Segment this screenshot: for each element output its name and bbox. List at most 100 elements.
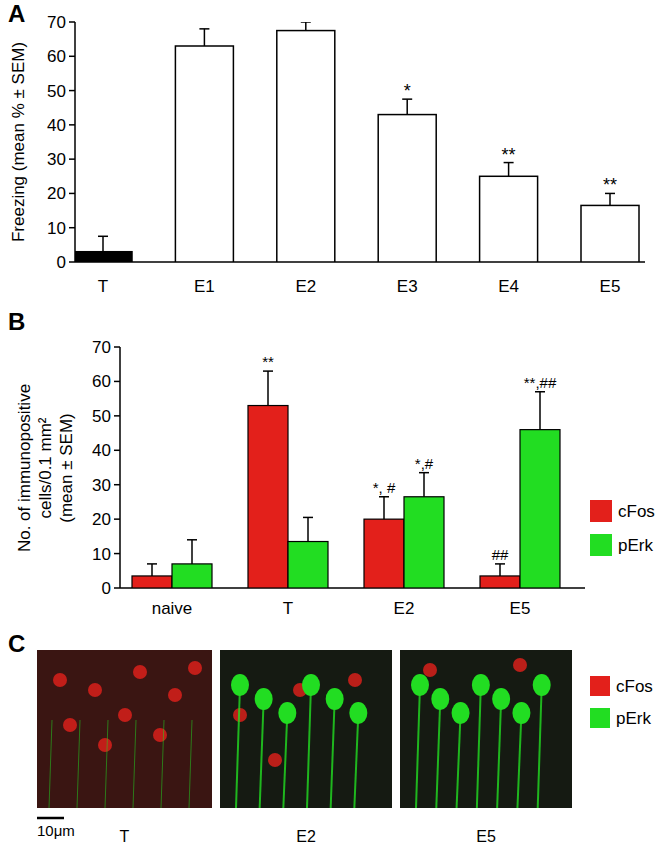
y-tick [114, 518, 120, 520]
cell [492, 688, 510, 710]
y-tick [69, 21, 75, 23]
cell [168, 688, 182, 702]
y-tick-label: 0 [102, 579, 111, 598]
error-stem [508, 163, 510, 177]
cell [63, 718, 77, 732]
y-axis [119, 347, 121, 588]
dendrite [517, 713, 521, 808]
dendrite [260, 699, 264, 808]
error-bar [495, 564, 505, 576]
cell [512, 702, 530, 724]
bar [480, 176, 538, 262]
dendrite [436, 699, 440, 808]
panel-label: B [8, 308, 25, 335]
y-tick [69, 90, 75, 92]
scale-bar [37, 817, 64, 820]
bar [364, 519, 404, 588]
cell [302, 674, 320, 696]
cell [88, 683, 102, 697]
error-bar [504, 163, 514, 177]
y-tick [114, 587, 120, 589]
dendrite [538, 685, 542, 808]
cell [349, 702, 367, 724]
error-cap [301, 22, 311, 23]
legend-swatch [590, 676, 610, 696]
error-stem [383, 497, 385, 519]
cell [472, 674, 490, 696]
legend-swatch [590, 708, 610, 728]
micrograph [37, 650, 212, 808]
error-stem [406, 99, 408, 114]
dendrite [354, 713, 358, 808]
dendrite [331, 699, 335, 808]
error-cap [199, 28, 209, 30]
x-tick-label: E2 [295, 277, 316, 296]
error-bar [147, 564, 157, 576]
y-tick [114, 381, 120, 383]
x-tick-label: T [283, 599, 293, 618]
error-bar [263, 371, 273, 405]
legend-label: pErk [618, 536, 653, 555]
dendrite [161, 720, 164, 808]
bar [288, 542, 328, 588]
legend-item: pErk [590, 708, 651, 728]
legend-item: cFos [590, 676, 653, 696]
significance: *, # [373, 479, 396, 496]
error-bar [379, 497, 389, 519]
bar [277, 31, 335, 262]
cell [423, 663, 437, 677]
legend-item: pErk [590, 534, 653, 556]
x-axis [75, 261, 645, 263]
y-tick [69, 124, 75, 126]
y-tick-label: 30 [92, 476, 111, 495]
cell [188, 661, 202, 675]
bar [132, 576, 172, 588]
y-tick [69, 158, 75, 160]
cell [98, 738, 112, 752]
x-tick-label: E4 [498, 277, 519, 296]
legend-label: pErk [616, 709, 651, 728]
cell [53, 673, 67, 687]
x-tick-label: E5 [600, 277, 621, 296]
x-tick-label: T [98, 277, 108, 296]
micrograph [400, 650, 572, 808]
dendrite [77, 720, 80, 808]
x-tick-label: E3 [397, 277, 418, 296]
y-tick-label: 0 [57, 253, 66, 272]
cell [533, 674, 551, 696]
y-tick-label: 60 [47, 47, 66, 66]
micrograph-background [37, 650, 212, 808]
cell [411, 674, 429, 696]
y-tick-label: 60 [92, 372, 111, 391]
micrograph-background [220, 650, 392, 808]
y-tick [114, 553, 120, 555]
y-axis-label: (mean ± SEM) [57, 413, 76, 522]
error-bar [419, 473, 429, 497]
error-cap [147, 563, 157, 565]
error-stem [102, 236, 104, 251]
error-stem [499, 564, 501, 576]
error-stem [307, 517, 309, 541]
error-cap [535, 391, 545, 393]
significance: ** [502, 145, 516, 165]
significance: ** [603, 175, 617, 195]
dendrite [307, 685, 311, 808]
error-stem [423, 473, 425, 497]
y-tick-label: 40 [47, 116, 66, 135]
figure: A010203040506070Freezing (mean % ± SEM)*… [0, 0, 661, 853]
error-bar [402, 99, 412, 114]
cell [431, 688, 449, 710]
error-cap [263, 370, 273, 372]
error-stem [151, 564, 153, 576]
y-tick [69, 261, 75, 263]
dendrite [283, 713, 287, 808]
dendrite [236, 685, 240, 808]
bar [172, 564, 212, 588]
cell [153, 728, 167, 742]
y-axis-label: Freezing (mean % ± SEM) [9, 42, 28, 242]
y-tick [69, 227, 75, 229]
y-tick-label: 40 [92, 441, 111, 460]
bar [378, 115, 436, 262]
y-tick [114, 346, 120, 348]
error-bar [199, 29, 209, 46]
